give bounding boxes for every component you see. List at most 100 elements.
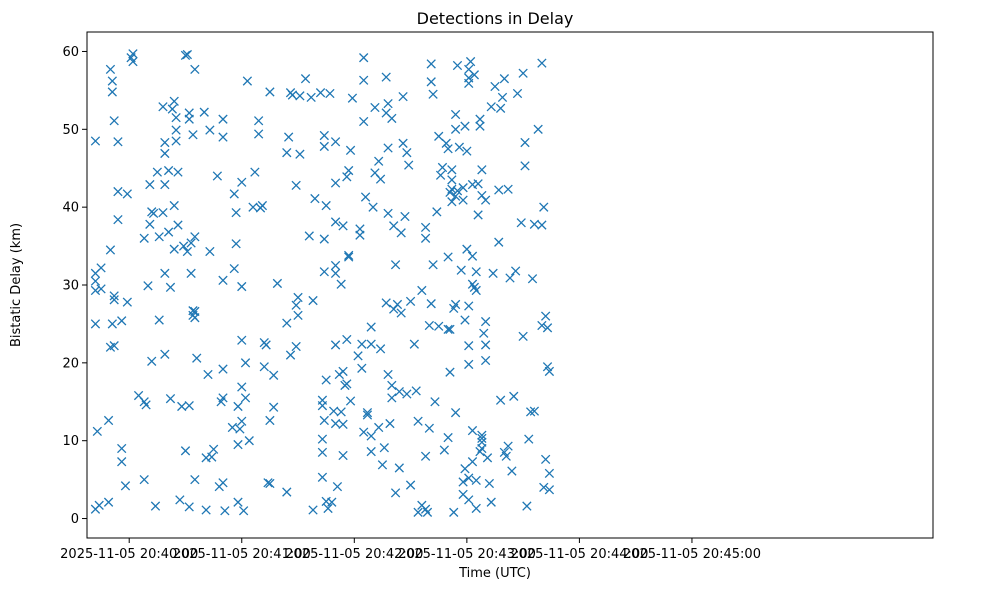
data-point [291, 300, 301, 310]
data-point [402, 148, 412, 158]
data-point [330, 260, 341, 271]
data-point [207, 452, 217, 462]
data-point [456, 265, 466, 275]
data-point [117, 316, 127, 326]
data-point [484, 478, 495, 489]
data-point [525, 407, 536, 417]
data-point [452, 186, 463, 196]
data-point [158, 102, 168, 112]
data-point [544, 366, 555, 377]
data-point [319, 267, 329, 277]
data-point [342, 379, 352, 389]
data-point [389, 221, 399, 231]
data-point [203, 369, 213, 380]
data-point [160, 268, 170, 278]
data-point [344, 252, 354, 262]
data-point [413, 416, 423, 426]
data-point [308, 505, 318, 515]
data-point [90, 136, 101, 146]
data-point [439, 445, 450, 455]
x-axis-label: Time (UTC) [458, 566, 531, 581]
data-point [128, 49, 138, 59]
data-point [253, 129, 264, 139]
data-point [332, 481, 343, 492]
data-point [180, 50, 191, 61]
data-point [96, 263, 106, 273]
data-point [184, 114, 194, 124]
data-point [460, 315, 470, 325]
data-point [518, 331, 528, 342]
data-point [360, 192, 371, 202]
y-tick-label: 10 [62, 434, 79, 449]
data-point [117, 443, 127, 454]
data-point [293, 310, 303, 321]
data-point [359, 75, 369, 85]
x-tick-label: 2025-11-05 20:44:00 [510, 547, 648, 562]
data-point [218, 132, 228, 142]
data-point [109, 291, 119, 301]
data-point [477, 430, 487, 440]
data-point [507, 466, 517, 476]
data-point [103, 415, 114, 426]
data-point [544, 468, 555, 479]
data-point [263, 478, 273, 488]
data-point [477, 443, 487, 454]
data-point [287, 90, 298, 100]
data-point [186, 268, 196, 278]
data-point [381, 298, 391, 308]
data-point [304, 231, 314, 241]
data-point [362, 410, 373, 420]
data-point [218, 478, 228, 488]
data-point [113, 186, 123, 197]
data-point [160, 349, 170, 359]
data-point [537, 220, 547, 230]
data-point [148, 208, 159, 219]
data-point [190, 232, 200, 242]
data-point [345, 396, 356, 406]
plot-area [87, 32, 933, 538]
data-point [212, 171, 223, 181]
data-point [520, 137, 530, 148]
data-point [218, 275, 228, 285]
data-point [488, 268, 498, 278]
data-point [158, 207, 168, 218]
data-point [480, 340, 491, 350]
data-point [306, 92, 316, 103]
data-point [165, 393, 176, 404]
data-point [467, 457, 478, 467]
data-point [248, 202, 258, 212]
data-point [469, 70, 480, 80]
data-point [152, 167, 163, 177]
data-point [122, 189, 132, 199]
data-point [330, 137, 341, 147]
data-point [458, 183, 468, 193]
data-point [449, 507, 459, 517]
data-point [208, 444, 219, 454]
data-point [479, 328, 489, 338]
data-point [319, 234, 329, 244]
data-point [233, 439, 243, 450]
data-point [250, 167, 260, 177]
y-axis: 0 10 20 30 40 50 60 [62, 45, 87, 527]
data-point [338, 450, 348, 461]
data-point [368, 202, 378, 212]
data-point [323, 503, 333, 514]
data-point [374, 156, 384, 166]
data-point [537, 58, 547, 68]
data-point [400, 211, 410, 222]
data-point [240, 358, 251, 368]
data-point [529, 219, 540, 229]
y-tick-label: 60 [62, 45, 79, 60]
data-point [227, 422, 238, 433]
data-point [218, 114, 228, 124]
data-point [432, 207, 442, 217]
data-point [385, 418, 395, 429]
data-point [293, 292, 303, 303]
data-point [218, 364, 228, 374]
data-point [345, 145, 356, 155]
data-point [237, 416, 247, 426]
data-point [171, 136, 181, 146]
data-point [109, 295, 119, 305]
data-point [499, 74, 510, 84]
data-point [452, 60, 463, 71]
